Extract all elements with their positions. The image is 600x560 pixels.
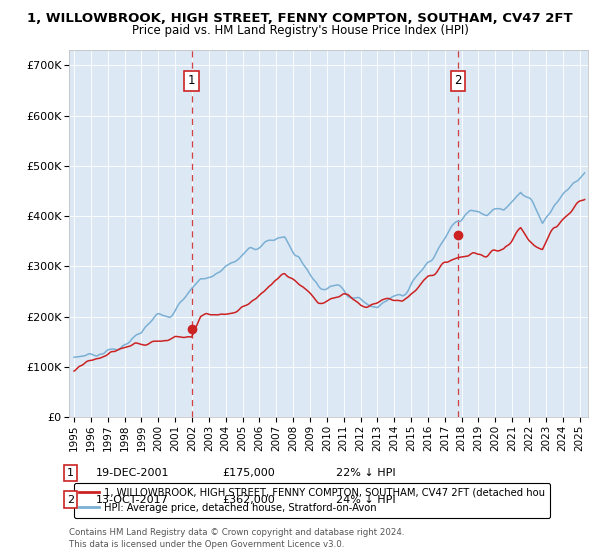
Text: 22% ↓ HPI: 22% ↓ HPI xyxy=(336,468,395,478)
Text: 1: 1 xyxy=(188,74,195,87)
Text: Price paid vs. HM Land Registry's House Price Index (HPI): Price paid vs. HM Land Registry's House … xyxy=(131,24,469,36)
Text: Contains HM Land Registry data © Crown copyright and database right 2024.
This d: Contains HM Land Registry data © Crown c… xyxy=(69,528,404,549)
Text: 13-OCT-2017: 13-OCT-2017 xyxy=(96,494,169,505)
Text: £362,000: £362,000 xyxy=(222,494,275,505)
Text: 1: 1 xyxy=(67,468,74,478)
Text: 1, WILLOWBROOK, HIGH STREET, FENNY COMPTON, SOUTHAM, CV47 2FT: 1, WILLOWBROOK, HIGH STREET, FENNY COMPT… xyxy=(27,12,573,25)
Legend: 1, WILLOWBROOK, HIGH STREET, FENNY COMPTON, SOUTHAM, CV47 2FT (detached hou, HPI: 1, WILLOWBROOK, HIGH STREET, FENNY COMPT… xyxy=(74,483,550,518)
Text: 24% ↓ HPI: 24% ↓ HPI xyxy=(336,494,395,505)
Text: £175,000: £175,000 xyxy=(222,468,275,478)
Text: 2: 2 xyxy=(454,74,462,87)
Text: 19-DEC-2001: 19-DEC-2001 xyxy=(96,468,170,478)
Text: 2: 2 xyxy=(67,494,74,505)
